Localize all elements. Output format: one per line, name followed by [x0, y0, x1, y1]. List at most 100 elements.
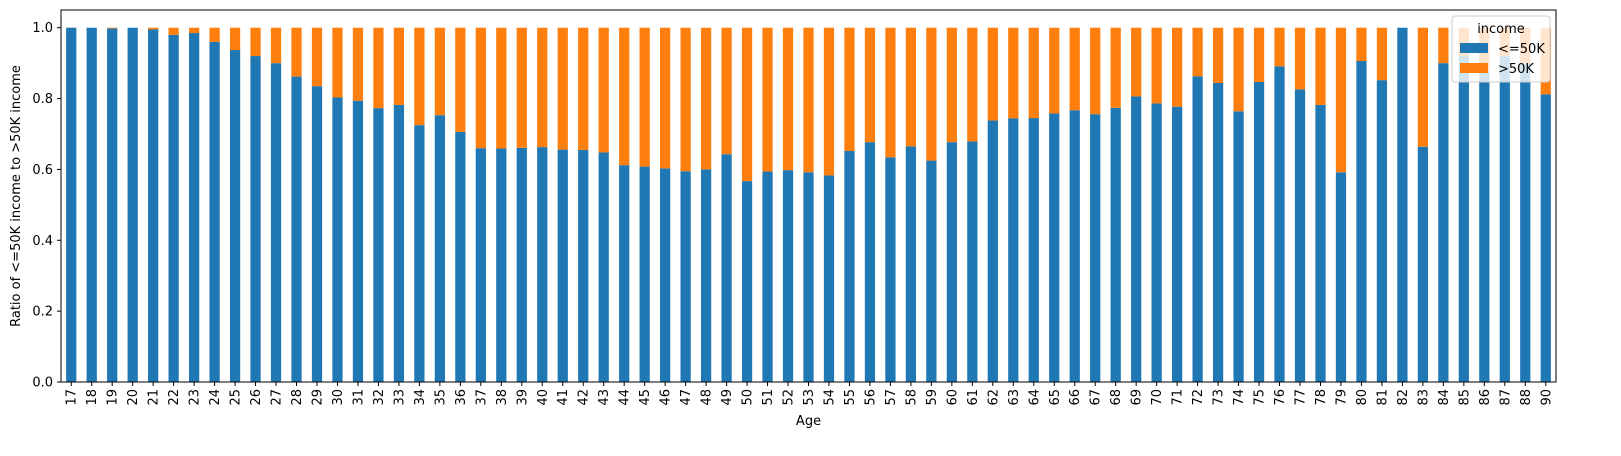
x-tick-label: 26: [249, 389, 264, 406]
x-tick-label: 40: [536, 389, 551, 406]
bar-gt-50k-age-68: [1110, 27, 1121, 108]
bar-le-50k-age-50: [741, 181, 753, 382]
bar-gt-50k-age-35: [434, 27, 445, 116]
x-tick-label: 79: [1334, 389, 1349, 406]
bar-le-50k-age-46: [660, 168, 671, 382]
x-tick-label: 49: [720, 389, 735, 406]
x-tick-label: 56: [863, 389, 878, 406]
bar-le-50k-age-42: [578, 149, 589, 382]
bar-gt-50k-age-24: [209, 27, 220, 42]
bar-le-50k-age-69: [1131, 96, 1142, 382]
bar-le-50k-age-37: [475, 148, 486, 382]
bar-le-50k-age-25: [229, 50, 241, 382]
x-tick-label: 28: [290, 389, 305, 406]
bar-gt-50k-age-29: [311, 27, 323, 87]
bar-le-50k-age-24: [209, 41, 220, 382]
bar-gt-50k-age-47: [680, 27, 691, 172]
x-tick-label: 37: [474, 389, 489, 406]
bar-gt-50k-age-36: [455, 27, 466, 132]
bar-le-50k-age-43: [598, 152, 609, 382]
bar-gt-50k-age-28: [291, 27, 302, 77]
legend-label-le-50k: <=50K: [1498, 42, 1545, 57]
bar-gt-50k-age-44: [619, 27, 630, 166]
x-tick-label: 38: [495, 389, 510, 406]
bar-le-50k-age-77: [1294, 89, 1306, 383]
x-tick-label: 75: [1253, 389, 1268, 406]
bar-le-50k-age-62: [987, 120, 998, 382]
x-tick-label: 71: [1171, 389, 1186, 406]
x-tick-label: 85: [1457, 389, 1472, 406]
legend-swatch-gt-50k: [1460, 63, 1488, 73]
bar-gt-50k-age-56: [864, 27, 876, 143]
x-tick-label: 88: [1519, 389, 1534, 406]
bar-le-50k-age-65: [1049, 113, 1060, 382]
x-tick-label: 62: [986, 389, 1001, 406]
legend-swatch-le-50k: [1460, 43, 1488, 53]
bar-le-50k-age-90: [1540, 94, 1551, 382]
x-tick-label: 30: [331, 389, 346, 406]
bar-gt-50k-age-34: [414, 27, 425, 126]
bar-le-50k-age-74: [1233, 111, 1244, 382]
x-tick-label: 90: [1539, 389, 1554, 406]
bar-le-50k-age-49: [721, 154, 732, 382]
x-tick-label: 66: [1068, 389, 1083, 406]
x-tick-label: 84: [1437, 389, 1452, 406]
y-axis-label: Ratio of <=50K income to >50K income: [9, 65, 24, 327]
x-tick-label: 82: [1396, 389, 1411, 406]
bar-gt-50k-age-42: [578, 27, 589, 150]
bar-gt-50k-age-21: [148, 27, 159, 30]
x-axis: 17 18 19 20 21 22 23 24 25 26 27 28 29 30 31 32 33 34 35 36…: [65, 382, 1554, 406]
bar-gt-50k-age-72: [1192, 27, 1203, 77]
x-tick-label: 34: [413, 389, 428, 406]
bar-le-50k-age-47: [680, 171, 691, 382]
bar-le-50k-age-22: [168, 34, 179, 383]
bar-le-50k-age-60: [946, 142, 957, 382]
y-axis: 0.0 0.2 0.4 0.6 0.8 1.0: [32, 21, 61, 391]
bar-gt-50k-age-41: [557, 27, 568, 150]
bar-le-50k-age-19: [107, 28, 118, 382]
bar-le-50k-age-44: [619, 165, 630, 382]
bar-gt-50k-age-65: [1049, 27, 1060, 114]
x-tick-label: 80: [1355, 389, 1370, 406]
bar-le-50k-age-66: [1069, 110, 1080, 382]
bar-le-50k-age-81: [1376, 80, 1388, 383]
x-tick-label: 57: [884, 389, 899, 406]
x-tick-label: 47: [679, 389, 694, 406]
x-tick-label: 59: [925, 389, 940, 406]
bar-le-50k-age-55: [844, 151, 855, 382]
bar-gt-50k-age-39: [516, 27, 527, 148]
bar-gt-50k-age-78: [1315, 27, 1326, 105]
x-tick-label: 61: [966, 389, 981, 406]
bar-le-50k-age-73: [1212, 82, 1224, 382]
bar-le-50k-age-82: [1397, 27, 1408, 383]
bar-le-50k-age-56: [864, 142, 876, 382]
bar-gt-50k-age-61: [967, 27, 978, 142]
bar-gt-50k-age-25: [229, 27, 241, 51]
bar-le-50k-age-80: [1356, 61, 1367, 383]
x-tick-label: 29: [310, 389, 325, 406]
x-tick-label: 69: [1130, 389, 1145, 406]
bar-gt-50k-age-31: [352, 27, 364, 101]
bar-gt-50k-age-43: [598, 27, 609, 153]
bar-le-50k-age-68: [1110, 107, 1121, 382]
bar-le-50k-age-88: [1520, 63, 1531, 382]
bar-gt-50k-age-73: [1212, 27, 1224, 83]
bar-le-50k-age-18: [86, 27, 97, 383]
bar-le-50k-age-79: [1335, 172, 1347, 382]
bar-le-50k-age-17: [66, 27, 77, 383]
x-tick-label: 60: [945, 389, 960, 406]
y-tick-label: 0.4: [32, 234, 53, 249]
bar-gt-50k-age-54: [823, 27, 835, 176]
bar-gt-50k-age-84: [1438, 27, 1449, 64]
x-tick-label: 63: [1007, 389, 1022, 406]
x-tick-label: 76: [1273, 389, 1288, 406]
bar-le-50k-age-87: [1499, 56, 1510, 383]
x-tick-label: 48: [700, 389, 715, 406]
bar-le-50k-age-86: [1479, 70, 1490, 382]
bar-gt-50k-age-76: [1274, 27, 1285, 67]
bar-gt-50k-age-75: [1253, 27, 1265, 82]
x-tick-label: 73: [1212, 389, 1227, 406]
bar-le-50k-age-63: [1008, 118, 1019, 382]
bar-le-50k-age-38: [496, 148, 507, 382]
